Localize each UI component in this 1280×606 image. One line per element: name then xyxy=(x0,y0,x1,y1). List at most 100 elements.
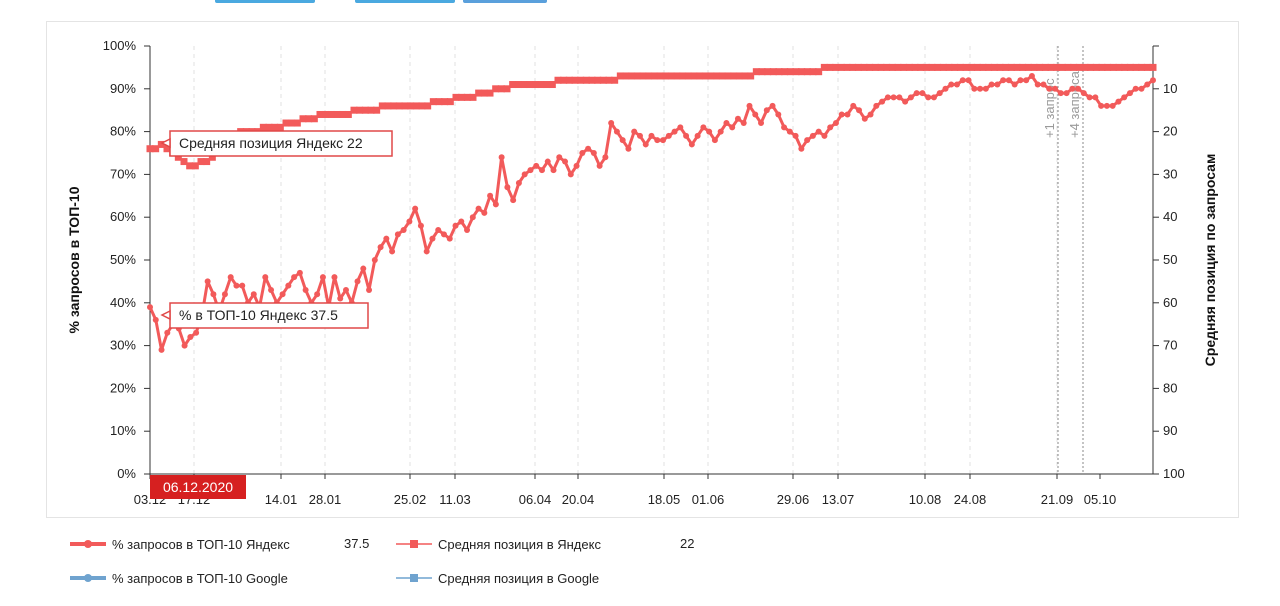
series-point xyxy=(1115,63,1123,71)
series-point xyxy=(475,89,483,97)
series-point xyxy=(556,154,563,161)
series-point xyxy=(594,76,602,84)
series-point xyxy=(573,162,580,169)
series-point xyxy=(919,90,926,97)
series-point xyxy=(905,63,913,71)
series-point xyxy=(293,119,301,127)
series-point xyxy=(1046,85,1053,92)
series-point xyxy=(850,102,857,109)
series-point xyxy=(650,72,658,80)
series-point xyxy=(654,137,661,144)
right-axis-title: Средняя позиция по запросам xyxy=(1202,154,1218,367)
series-point xyxy=(276,123,284,131)
toolbar-button-1[interactable] xyxy=(215,0,315,3)
series-point xyxy=(942,85,949,92)
toolbar-button-2[interactable] xyxy=(355,0,455,3)
right-tick-label: 90 xyxy=(1163,423,1177,438)
series-point xyxy=(1150,77,1156,84)
left-tick-label: 70% xyxy=(110,166,136,181)
series-point xyxy=(537,81,545,89)
series-point xyxy=(174,153,182,161)
series-point xyxy=(585,145,592,152)
series-point xyxy=(1047,63,1055,71)
series-point xyxy=(996,63,1004,71)
series-point xyxy=(1132,85,1139,92)
series-point xyxy=(965,77,972,84)
series-point xyxy=(282,119,290,127)
series-point xyxy=(763,107,770,114)
series-point xyxy=(1034,81,1041,88)
series-point xyxy=(271,123,279,131)
series-point xyxy=(962,63,970,71)
series-point xyxy=(509,81,517,89)
series-point xyxy=(968,63,976,71)
series-point xyxy=(688,141,695,148)
series-point xyxy=(740,120,747,127)
series-point xyxy=(781,68,789,76)
series-point xyxy=(510,197,517,204)
series-point xyxy=(854,63,862,71)
series-point xyxy=(804,137,811,144)
toolbar-button-3[interactable] xyxy=(463,0,547,3)
legend-item-google-position[interactable]: Средняя позиция в Google xyxy=(396,568,599,588)
series-point xyxy=(503,85,511,93)
tooltip-top10-pointer xyxy=(160,309,171,321)
series-point xyxy=(395,102,403,110)
series-point xyxy=(487,192,494,199)
series-point xyxy=(279,291,286,298)
series-point xyxy=(1087,63,1095,71)
series-point xyxy=(792,132,799,139)
series-point xyxy=(492,201,499,208)
series-point xyxy=(856,107,863,114)
series-point xyxy=(939,63,947,71)
series-point xyxy=(463,93,471,101)
series-point xyxy=(1063,90,1070,97)
series-point xyxy=(400,227,407,234)
series-point xyxy=(608,120,615,127)
series-point xyxy=(956,63,964,71)
series-point xyxy=(1023,77,1030,84)
series-point xyxy=(571,76,579,84)
series-point xyxy=(1103,102,1110,109)
series-point xyxy=(193,329,200,336)
series-point xyxy=(775,68,783,76)
right-tick-label: 10 xyxy=(1163,81,1177,96)
series-point xyxy=(769,102,776,109)
series-point xyxy=(1057,90,1064,97)
series-point xyxy=(633,72,641,80)
series-point xyxy=(360,265,367,272)
series-point xyxy=(146,145,154,153)
series-point xyxy=(186,162,194,170)
legend-item-google-top10[interactable]: % запросов в ТОП-10 Google xyxy=(70,568,288,588)
legend-item-yandex-top10[interactable]: % запросов в ТОП-10 Яндекс xyxy=(70,534,290,554)
series-point xyxy=(619,137,626,144)
series-point xyxy=(577,76,585,84)
annotation-label: +1 запрос xyxy=(1042,78,1057,138)
x-tick-label: 29.06 xyxy=(777,492,810,507)
x-tick-label: 25.02 xyxy=(394,492,427,507)
legend-item-yandex-position[interactable]: Средняя позиция в Яндекс xyxy=(396,534,601,554)
series-point xyxy=(734,115,741,122)
right-tick-label: 30 xyxy=(1163,166,1177,181)
x-tick-label: 10.08 xyxy=(909,492,942,507)
series-point xyxy=(164,329,171,336)
series-point xyxy=(628,72,636,80)
series-point xyxy=(866,63,874,71)
series-point xyxy=(554,76,562,84)
series-point xyxy=(565,76,573,84)
series-point xyxy=(239,282,246,289)
series-point xyxy=(486,89,494,97)
series-point xyxy=(221,291,228,298)
series-point xyxy=(616,72,624,80)
series-point xyxy=(544,158,551,165)
series-point xyxy=(527,167,534,174)
left-tick-label: 80% xyxy=(110,124,136,139)
series-point xyxy=(458,93,466,101)
series-point xyxy=(147,304,153,311)
left-tick-label: 40% xyxy=(110,295,136,310)
series-point xyxy=(262,274,269,281)
series-point xyxy=(371,257,378,263)
annotation-label: +4 запроса xyxy=(1067,70,1082,138)
series-point xyxy=(526,81,534,89)
series-point xyxy=(498,154,505,161)
